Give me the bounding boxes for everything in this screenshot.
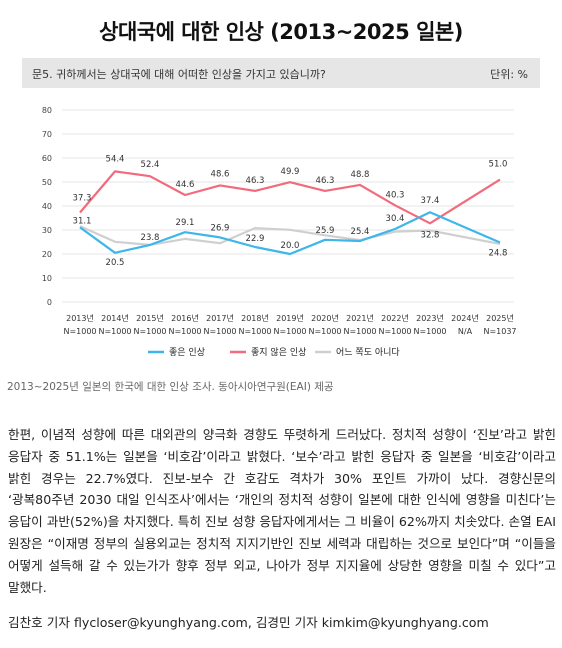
data-label: 20.5: [106, 258, 125, 268]
data-label: 51.0: [489, 160, 508, 170]
x-tick-sample-size: N/A: [458, 327, 473, 336]
data-label: 49.9: [281, 167, 300, 177]
data-label: 24.8: [489, 248, 508, 258]
series-line-2: [79, 225, 501, 246]
y-tick-label: 20: [42, 250, 52, 259]
unit-label: 단위: %: [490, 68, 528, 81]
y-tick-label: 80: [42, 106, 52, 115]
byline: 김찬호 기자 flycloser@kyunghyang.com, 김경민 기자 …: [8, 615, 489, 630]
series-line-0: [79, 211, 501, 256]
x-tick-label: 2017년: [206, 313, 234, 323]
chart-title: 상대국에 대한 인상 (2013~2025 일본): [99, 20, 463, 44]
data-label: 32.8: [421, 230, 440, 240]
data-label: 44.6: [176, 180, 195, 190]
x-tick-label: 2018년: [241, 313, 269, 323]
data-label: 25.4: [351, 227, 370, 237]
x-tick-sample-size: N=1000: [203, 327, 236, 336]
legend-entry: 좋은 인상: [169, 347, 205, 358]
x-tick-sample-size: N=1000: [273, 327, 306, 336]
data-label: 20.0: [281, 241, 300, 251]
x-tick-sample-size: N=1000: [308, 327, 341, 336]
data-label: 26.9: [211, 223, 230, 233]
data-label: 52.4: [141, 160, 160, 170]
y-tick-label: 30: [42, 226, 52, 235]
x-tick-label: 2024년: [451, 313, 479, 323]
y-tick-label: 50: [42, 178, 52, 187]
y-tick-label: 60: [42, 154, 52, 163]
question-bar: 문5. 귀하께서는 상대국에 대해 어떠한 인상을 가지고 있습니까? 단위: …: [22, 58, 540, 88]
x-tick-label: 2014년: [101, 313, 129, 323]
x-tick-label: 2016년: [171, 313, 199, 323]
legend-entry: 좋지 않은 인상: [251, 347, 306, 358]
data-label: 25.9: [316, 226, 335, 236]
y-tick-label: 70: [42, 130, 52, 139]
survey-question: 문5. 귀하께서는 상대국에 대해 어떠한 인상을 가지고 있습니까?: [32, 68, 326, 81]
x-tick-sample-size: N=1000: [63, 327, 96, 336]
data-label: 40.3: [386, 190, 405, 200]
x-tick-sample-size: N=1000: [133, 327, 166, 336]
image-caption: 2013~2025년 일본의 한국에 대한 인상 조사. 동아시아연구원(EAI…: [7, 381, 334, 393]
data-label: 22.9: [246, 234, 265, 244]
x-tick-sample-size: N=1000: [343, 327, 376, 336]
data-label: 48.8: [351, 170, 370, 180]
x-tick-sample-size: N=1000: [168, 327, 201, 336]
data-label: 29.1: [176, 218, 195, 228]
x-tick-sample-size: N=1037: [483, 327, 516, 336]
data-label: 30.4: [386, 214, 405, 224]
data-label: 23.8: [141, 233, 160, 243]
data-label: 48.6: [211, 169, 230, 179]
y-tick-label: 40: [42, 202, 52, 211]
x-tick-label: 2025년: [486, 313, 514, 323]
series-line-1: [79, 170, 501, 225]
data-label: 46.3: [316, 176, 335, 186]
data-label: 54.4: [106, 154, 125, 164]
x-tick-label: 2015년: [136, 313, 164, 323]
x-tick-sample-size: N=1000: [378, 327, 411, 336]
x-tick-label: 2019년: [276, 313, 304, 323]
x-tick-sample-size: N=1000: [98, 327, 131, 336]
y-tick-label: 0: [47, 298, 52, 307]
data-label: 37.4: [421, 196, 440, 206]
x-tick-label: 2020년: [311, 313, 339, 323]
x-tick-label: 2021년: [346, 313, 374, 323]
x-tick-label: 2013년: [66, 313, 94, 323]
x-tick-label: 2023년: [416, 313, 444, 323]
line-chart: 0 10 20 30 40 50 60 70 80 2013년 N=1000 2014년 N=1000 2…: [42, 106, 517, 358]
data-label: 37.3: [73, 193, 92, 203]
legend-entry: 어느 쪽도 아니다: [336, 347, 400, 358]
data-label: 31.1: [73, 216, 92, 226]
x-tick-sample-size: N=1000: [238, 327, 271, 336]
x-tick-label: 2022년: [381, 313, 409, 323]
chart-figure: 상대국에 대한 인상 (2013~2025 일본) 문5. 귀하께서는 상대국에…: [7, 20, 540, 393]
data-label: 46.3: [246, 176, 265, 186]
x-tick-sample-size: N=1000: [413, 327, 446, 336]
article-paragraph: 한편, 이념적 성향에 따른 대외관의 양극화 경향도 뚜렷하게 드러났다. 정…: [8, 427, 556, 595]
y-tick-label: 10: [42, 274, 52, 283]
